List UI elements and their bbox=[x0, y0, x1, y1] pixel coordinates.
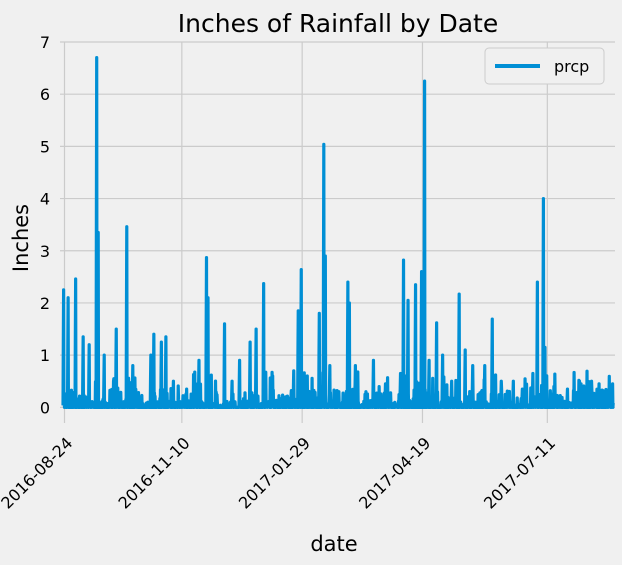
legend-label-prcp: prcp bbox=[554, 57, 589, 76]
y-tick-label: 7 bbox=[40, 33, 50, 52]
y-tick-label: 1 bbox=[40, 346, 50, 365]
y-axis-title: Inches bbox=[9, 204, 33, 272]
x-tick-label: 2016-11-10 bbox=[115, 433, 194, 512]
x-tick-label: 2017-04-19 bbox=[355, 433, 434, 512]
y-tick-label: 3 bbox=[40, 242, 50, 261]
y-tick-label: 6 bbox=[40, 85, 50, 104]
y-tick-label: 0 bbox=[40, 398, 50, 417]
y-tick-label: 5 bbox=[40, 137, 50, 156]
plot-area-background bbox=[60, 42, 615, 423]
x-axis-title: date bbox=[310, 532, 357, 556]
y-tick-label: 4 bbox=[40, 190, 50, 209]
x-tick-label: 2017-07-11 bbox=[480, 433, 559, 512]
prcp-line bbox=[61, 56, 615, 409]
x-tick-labels: 2016-08-24 2016-11-10 2017-01-29 2017-04-19… bbox=[0, 433, 559, 512]
x-tick-label: 2016-08-24 bbox=[0, 433, 76, 512]
chart-title: Inches of Rainfall by Date bbox=[178, 9, 498, 38]
y-tick-label: 2 bbox=[40, 294, 50, 313]
prcp-series bbox=[61, 56, 615, 409]
legend: prcp bbox=[484, 47, 605, 85]
y-tick-labels: 0 1 2 3 4 5 6 7 bbox=[40, 33, 50, 417]
x-tick-label: 2017-01-29 bbox=[235, 433, 314, 512]
legend-box bbox=[484, 47, 605, 85]
